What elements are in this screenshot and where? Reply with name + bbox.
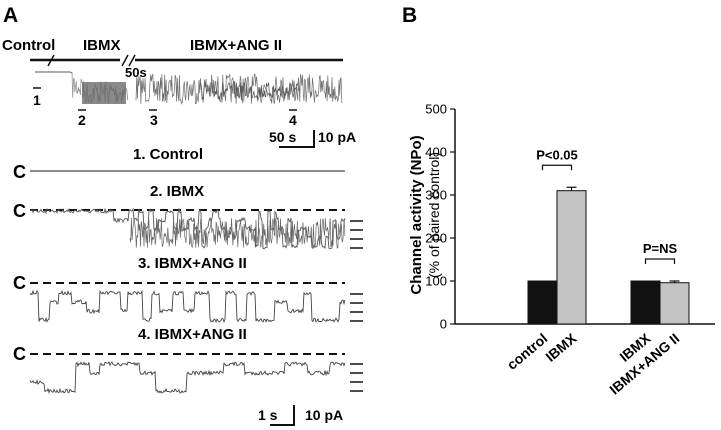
trace-title-1: 1. Control xyxy=(133,146,203,163)
condition-timeline-bar xyxy=(30,54,343,67)
trace-title-3: 3. IBMX+ANG II xyxy=(138,255,247,272)
current-trace-path xyxy=(71,71,83,98)
y-tick-label: 0 xyxy=(440,317,447,332)
trace-scale-bar xyxy=(270,405,295,426)
current-trace-path xyxy=(135,73,343,105)
y-tick-label: 100 xyxy=(425,274,447,289)
significance-label: P<0.05 xyxy=(536,147,578,162)
current-trace-path xyxy=(199,81,300,101)
panel-a: A Control IBMX IBMX+ANG II 50s 1 2 3 4 5… xyxy=(2,4,363,426)
significance-bracket xyxy=(541,164,573,171)
significance-bracket xyxy=(644,258,676,264)
current-trace-path xyxy=(35,71,73,74)
ibmx-condition-label: IBMX xyxy=(83,37,121,54)
y-tick-label: 300 xyxy=(425,188,447,203)
ibmx-expanded-trace xyxy=(29,207,346,250)
closed-marker-2: C xyxy=(13,201,26,221)
ibmx-activity-block xyxy=(82,82,126,104)
time-break-label: 50s xyxy=(125,65,147,80)
bar-series xyxy=(527,186,690,325)
current-trace-path xyxy=(29,361,346,394)
ibmx-ang-expanded-trace-b xyxy=(29,361,346,394)
overview-scale-bar xyxy=(279,130,315,148)
y-tick-label: 200 xyxy=(425,231,447,246)
current-trace-path xyxy=(81,81,128,104)
trace-title-2: 2. IBMX xyxy=(150,183,204,200)
trace-title-4: 4. IBMX+ANG II xyxy=(138,326,247,343)
y-tick-label: 400 xyxy=(425,145,447,160)
ibmx-ang-expanded-trace-a xyxy=(29,289,346,324)
significance-annotations: P<0.05 P=NS xyxy=(536,147,677,264)
overview-recording-trace xyxy=(35,71,343,105)
segment-mark-4: 4 xyxy=(289,112,297,128)
current-trace-path xyxy=(129,217,346,249)
segment-markers xyxy=(33,87,297,111)
segment-mark-2: 2 xyxy=(78,112,86,128)
overview-scale-current: 10 pA xyxy=(318,129,356,145)
bar-ibmx xyxy=(630,280,661,325)
closed-marker-4: C xyxy=(13,344,26,364)
x-category-label: IBMX xyxy=(542,330,580,365)
overview-scale-time: 50 s xyxy=(269,129,296,145)
panel-b-letter: B xyxy=(402,4,417,27)
closed-marker-1: C xyxy=(13,162,26,182)
bar-control xyxy=(527,280,558,325)
bar-ibmx-ang-ii xyxy=(659,282,690,325)
y-axis-sublabel: (% of paired control) xyxy=(426,152,442,278)
segment-mark-3: 3 xyxy=(150,112,158,128)
open-level-ticks xyxy=(350,220,363,392)
ibmx-ang-condition-label: IBMX+ANG II xyxy=(190,37,282,54)
panel-a-letter: A xyxy=(3,4,18,27)
current-trace-path xyxy=(29,207,346,250)
y-axis-label: Channel activity (NPo) xyxy=(408,135,425,294)
significance-label: P=NS xyxy=(643,241,678,256)
y-axis-ticks: 0 100 200 300 400 500 xyxy=(425,102,455,332)
current-trace-path xyxy=(29,289,346,324)
y-tick-label: 500 xyxy=(425,102,447,117)
control-condition-label: Control xyxy=(2,37,55,54)
closed-marker-3: C xyxy=(13,273,26,293)
trace-scale-current: 10 pA xyxy=(305,407,343,423)
panel-b: B Channel activity (NPo) (% of paired co… xyxy=(402,4,715,398)
y-axis-title: Channel activity (NPo) (% of paired cont… xyxy=(408,135,442,294)
segment-mark-1: 1 xyxy=(33,92,41,108)
bar-ibmx xyxy=(556,190,587,325)
trace-scale-time: 1 s xyxy=(258,407,278,423)
